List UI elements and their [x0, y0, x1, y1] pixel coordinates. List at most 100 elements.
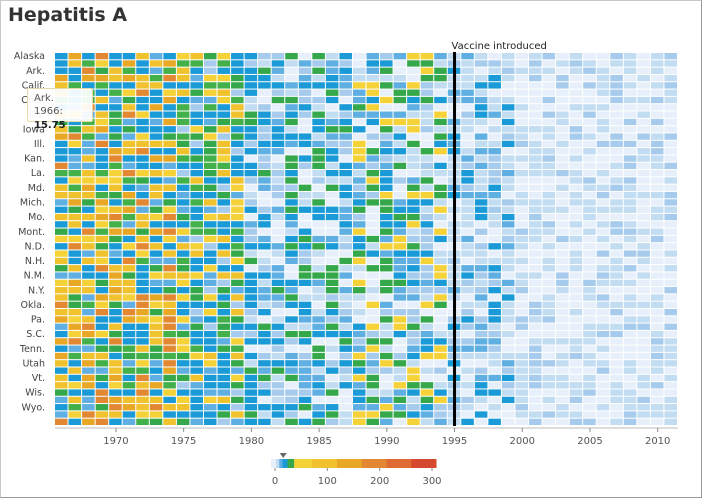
- heatmap-cell: [542, 89, 556, 96]
- heatmap-cell: [596, 345, 610, 352]
- heatmap-cell: [461, 177, 474, 184]
- heatmap-cell: [515, 323, 529, 330]
- heatmap-cell: [650, 411, 664, 418]
- heatmap-cell: [136, 140, 149, 148]
- heatmap-cell: [596, 221, 610, 228]
- heatmap-cell: [176, 294, 190, 301]
- heatmap-cell: [163, 265, 176, 272]
- heatmap-cell: [258, 250, 271, 257]
- heatmap-cell: [637, 294, 650, 301]
- heatmap-cell: [149, 177, 163, 184]
- heatmap-cell: [82, 162, 95, 170]
- heatmap-cell: [596, 367, 610, 374]
- heatmap-cell: [556, 279, 569, 287]
- heatmap-cell: [95, 206, 109, 213]
- heatmap-cell: [325, 308, 339, 316]
- heatmap-cell: [217, 301, 231, 308]
- heatmap-cell: [163, 330, 176, 338]
- heatmap-cell: [650, 316, 664, 323]
- heatmap-cell: [231, 330, 244, 338]
- heatmap-cell: [231, 133, 244, 140]
- heatmap-cell: [55, 191, 68, 199]
- heatmap-cell: [366, 352, 380, 360]
- heatmap-cell: [393, 374, 407, 382]
- heatmap-cell: [122, 133, 136, 140]
- heatmap-cell: [623, 228, 637, 235]
- heatmap-cell: [95, 301, 109, 308]
- heatmap-cell: [176, 250, 190, 257]
- heatmap-cell: [149, 345, 163, 352]
- heatmap-cell: [298, 338, 312, 345]
- heatmap-cell: [420, 118, 434, 126]
- heatmap-cell: [488, 170, 501, 177]
- heatmap-cell: [298, 118, 312, 126]
- heatmap-cell: [258, 330, 271, 338]
- heatmap-cell: [82, 155, 95, 162]
- heatmap-cell: [569, 367, 583, 374]
- heatmap-cell: [244, 133, 258, 140]
- state-label: Wyo.: [21, 402, 45, 413]
- heatmap-cell: [339, 133, 352, 140]
- heatmap-cell: [366, 126, 380, 133]
- heatmap-cell: [407, 382, 420, 389]
- heatmap-cell: [434, 367, 447, 374]
- heatmap-cell: [95, 104, 109, 111]
- heatmap-cell: [488, 294, 501, 301]
- heatmap-cell: [501, 287, 515, 294]
- heatmap-cell: [650, 191, 664, 199]
- heatmap-cell: [325, 118, 339, 126]
- heatmap-cell: [298, 396, 312, 404]
- heatmap-cell: [109, 265, 122, 272]
- heatmap-cell: [637, 221, 650, 228]
- heatmap-cell: [271, 126, 285, 133]
- heatmap-cell: [312, 316, 325, 323]
- heatmap-cell: [339, 170, 352, 177]
- heatmap-cell: [583, 382, 596, 389]
- heatmap-cell: [95, 148, 109, 155]
- heatmap-cell: [420, 243, 434, 250]
- heatmap-cell: [231, 177, 244, 184]
- heatmap-cell: [474, 272, 488, 279]
- heatmap-cell: [637, 330, 650, 338]
- heatmap-cell: [231, 89, 244, 96]
- heatmap-cell: [163, 111, 176, 118]
- heatmap-cell: [461, 89, 474, 96]
- heatmap-cell: [149, 279, 163, 287]
- heatmap-cell: [529, 367, 542, 374]
- heatmap-cell: [664, 53, 677, 60]
- heatmap-cell: [461, 191, 474, 199]
- heatmap-cell: [515, 243, 529, 250]
- heatmap-cell: [312, 396, 325, 404]
- heatmap-cell: [339, 374, 352, 382]
- heatmap-cell: [271, 374, 285, 382]
- heatmap-cell: [366, 213, 380, 221]
- heatmap-cell: [312, 418, 325, 425]
- heatmap-cell: [393, 250, 407, 257]
- heatmap-cell: [68, 53, 82, 60]
- heatmap-cell: [55, 411, 68, 418]
- heatmap-cell: [556, 418, 569, 425]
- heatmap-cells: [55, 53, 677, 425]
- heatmap-cell: [610, 382, 623, 389]
- heatmap-cell: [325, 404, 339, 411]
- heatmap-cell: [231, 323, 244, 330]
- heatmap-cell: [271, 418, 285, 425]
- heatmap-cell: [474, 345, 488, 352]
- heatmap-cell: [501, 191, 515, 199]
- heatmap-cell: [136, 360, 149, 367]
- heatmap-cell: [407, 162, 420, 170]
- heatmap-cell: [623, 323, 637, 330]
- heatmap-cell: [407, 67, 420, 74]
- heatmap-cell: [407, 404, 420, 411]
- heatmap-cell: [176, 148, 190, 155]
- heatmap-cell: [434, 374, 447, 382]
- heatmap-cell: [569, 243, 583, 250]
- heatmap-cell: [176, 257, 190, 265]
- heatmap-cell: [203, 206, 217, 213]
- heatmap-cell: [407, 338, 420, 345]
- heatmap-cell: [149, 191, 163, 199]
- heatmap-cell: [136, 126, 149, 133]
- heatmap-cell: [231, 389, 244, 396]
- heatmap-cell: [461, 111, 474, 118]
